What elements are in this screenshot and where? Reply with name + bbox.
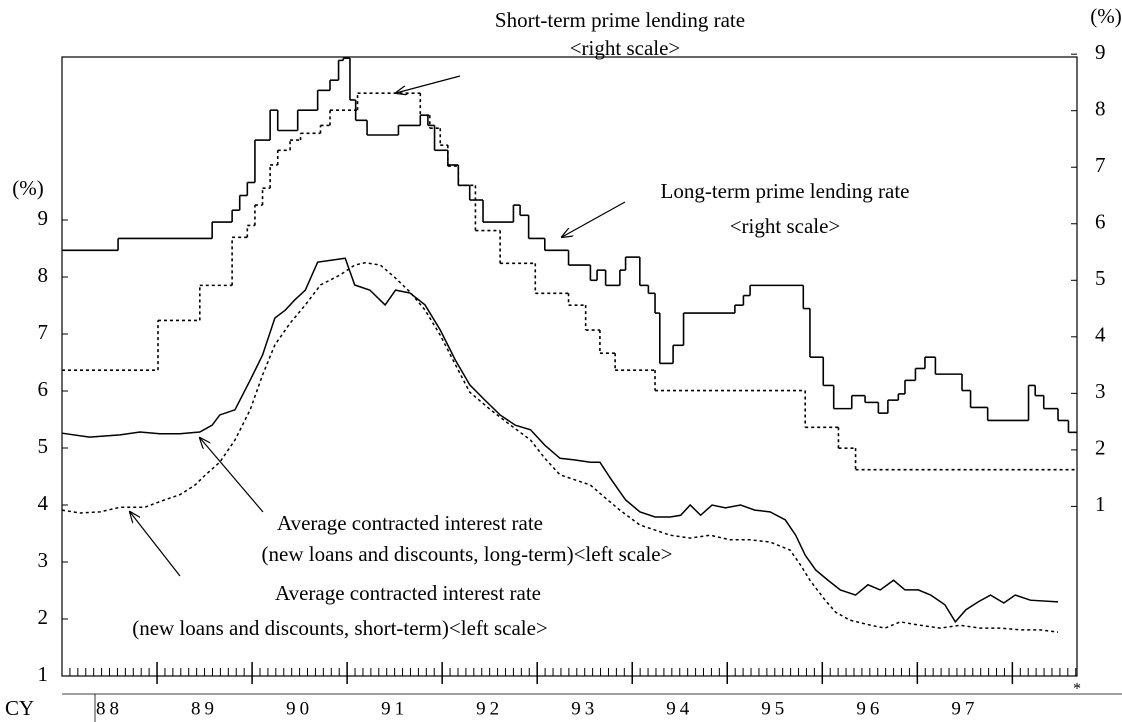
plot-frame bbox=[61, 56, 1078, 677]
arrow bbox=[200, 438, 264, 513]
arrow bbox=[130, 512, 181, 577]
annotation: (new loans and discounts, long-term)<lef… bbox=[262, 542, 673, 566]
minor-ticks bbox=[69, 668, 1077, 676]
y2-tick-label: 9 bbox=[1095, 40, 1106, 64]
annotation: <right scale> bbox=[570, 36, 681, 60]
year-label: 90 bbox=[286, 698, 313, 719]
year-label: 91 bbox=[381, 698, 408, 719]
x-axis-label: CY bbox=[5, 696, 34, 720]
line bbox=[61, 262, 1059, 633]
y2-tick-label: 3 bbox=[1095, 379, 1106, 403]
y-tick-label: 8 bbox=[38, 263, 49, 287]
annotation: Average contracted interest rate bbox=[277, 511, 543, 535]
year-label: 94 bbox=[666, 698, 693, 719]
y-tick-label: 9 bbox=[38, 206, 49, 230]
y-axis-label: (%) bbox=[12, 176, 43, 200]
annotation: (new loans and discounts, short-term)<le… bbox=[132, 616, 548, 640]
y2-tick-label: 5 bbox=[1095, 266, 1106, 290]
y-tick-label: 4 bbox=[38, 491, 49, 515]
y2-tick-label: 6 bbox=[1095, 210, 1106, 234]
note: * bbox=[1073, 681, 1081, 698]
y2-tick-label: 4 bbox=[1095, 323, 1106, 347]
year-label: 95 bbox=[761, 698, 788, 719]
annotation: Long-term prime lending rate bbox=[661, 179, 910, 203]
y-tick-label: 2 bbox=[38, 605, 49, 629]
year-label: 89 bbox=[191, 698, 218, 719]
arrow bbox=[562, 201, 626, 237]
annotation-arrows bbox=[130, 75, 626, 577]
year-label: 96 bbox=[856, 698, 883, 719]
y-tick-label: 5 bbox=[38, 434, 49, 458]
y-tick-label: 6 bbox=[38, 377, 49, 401]
y2-axis-label: (%) bbox=[1090, 4, 1121, 28]
y2-tick-label: 2 bbox=[1095, 436, 1106, 460]
year-label: 92 bbox=[476, 698, 503, 719]
y2-tick-label: 1 bbox=[1095, 492, 1106, 516]
year-label: 97 bbox=[951, 698, 978, 719]
y2-tick-label: 8 bbox=[1095, 97, 1106, 121]
annotation: Average contracted interest rate bbox=[275, 581, 541, 605]
year-label: 93 bbox=[571, 698, 598, 719]
arrow bbox=[396, 75, 461, 93]
y-tick-label: 1 bbox=[38, 662, 49, 686]
y-tick-label: 7 bbox=[38, 320, 49, 344]
annotation: Short-term prime lending rate bbox=[495, 8, 745, 32]
y2-tick-label: 7 bbox=[1095, 153, 1106, 177]
year-label: 88 bbox=[96, 698, 123, 719]
annotation: <right scale> bbox=[730, 214, 841, 238]
y-tick-label: 3 bbox=[38, 548, 49, 572]
line bbox=[61, 257, 1059, 624]
